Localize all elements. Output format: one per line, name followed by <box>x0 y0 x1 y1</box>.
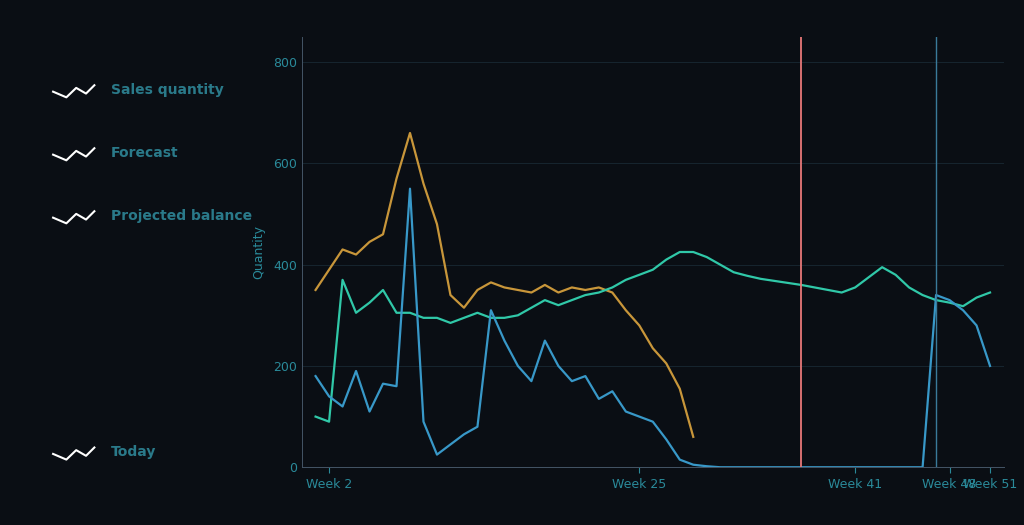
Text: Today: Today <box>111 445 156 459</box>
Y-axis label: Quantity: Quantity <box>252 225 265 279</box>
Text: Forecast: Forecast <box>111 146 178 160</box>
Text: Projected balance: Projected balance <box>111 209 252 223</box>
Text: Sales quantity: Sales quantity <box>111 83 223 97</box>
